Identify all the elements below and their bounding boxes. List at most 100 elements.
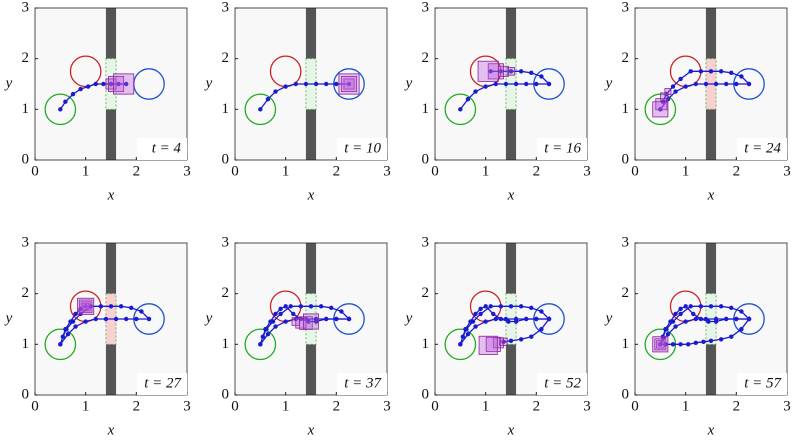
region [44, 93, 77, 126]
uncertainty-box [113, 73, 135, 95]
x-tick-label: 3 [583, 398, 591, 414]
trajectory-point [524, 81, 529, 87]
y-axis-label: y [404, 310, 413, 326]
trajectory-point [518, 304, 524, 309]
y-tick-label: 0 [422, 151, 430, 167]
y-tick-label: 2 [422, 50, 430, 66]
trajectory-point [673, 89, 678, 94]
trajectory-point [113, 316, 119, 322]
trajectory-point [673, 311, 678, 317]
uncertainty-box [492, 337, 504, 349]
y-axis-label: y [4, 310, 13, 326]
trajectory-point [518, 69, 524, 74]
x-axis-label: x [307, 422, 315, 438]
trajectory-point [658, 342, 663, 347]
y-tick-label: 1 [22, 336, 30, 352]
trajectory-point [116, 81, 121, 87]
frame [634, 7, 788, 161]
x-tick-label: 3 [183, 398, 191, 414]
x-tick-label: 3 [783, 398, 791, 414]
trajectory-point [103, 316, 109, 322]
x-tick-label: 0 [231, 398, 239, 414]
trajectory-point [288, 304, 293, 309]
trajectory-point [688, 304, 693, 309]
trajectory-point [473, 324, 478, 329]
trajectory-point [724, 316, 729, 322]
wall-top [505, 243, 517, 294]
trajectory-point [134, 316, 139, 322]
wall-top [505, 8, 517, 59]
uncertainty-box [656, 340, 665, 349]
trajectory-point [698, 304, 704, 309]
trajectory-point [313, 319, 319, 324]
trajectory-point [493, 316, 498, 322]
uncertainty-box [652, 336, 669, 353]
trajectory-point [698, 316, 704, 322]
trajectory-point [70, 91, 76, 97]
trajectory-point [529, 334, 534, 339]
x-tick-label: 2 [133, 163, 141, 179]
trajectory-line [659, 83, 749, 110]
trajectory-point [718, 337, 724, 342]
trajectory-point [729, 70, 734, 76]
trajectory-point [678, 342, 683, 347]
x-tick-label: 0 [631, 398, 639, 414]
annotation: t = 16 [544, 140, 581, 156]
trajectory-point [83, 319, 88, 324]
trajectory-point [463, 326, 468, 332]
trajectory-point [488, 304, 493, 309]
trajectory-point [334, 81, 339, 87]
trajectory-point [665, 332, 671, 337]
annotation: t = 10 [344, 140, 381, 156]
y-tick-label: 3 [422, 234, 430, 250]
trajectory-line [459, 83, 549, 110]
x-tick-label: 3 [183, 163, 191, 179]
trajectory-point [65, 332, 71, 337]
trajectory-point [124, 81, 129, 87]
trajectory-point [58, 342, 63, 347]
uncertainty-box [660, 92, 669, 101]
trajectory-point [546, 81, 552, 87]
x-axis-label: x [507, 187, 515, 203]
trajectory-point [539, 326, 544, 332]
trajectory-point [503, 81, 509, 87]
uncertainty-box [80, 301, 91, 312]
trajectory-point [683, 319, 688, 324]
trajectory-point [63, 99, 68, 104]
trajectory-point [698, 69, 704, 74]
panel: 0 1 2 3 0 1 2 3 x y t = 52 [404, 234, 591, 438]
trajectory-point [139, 309, 144, 314]
trajectory-point [518, 337, 524, 342]
panel: 0 1 2 3 0 1 2 3 x y t = 37 [204, 234, 391, 438]
trajectory-point [483, 304, 488, 309]
uncertainty-box [78, 299, 93, 314]
x-axis-label: x [507, 422, 515, 438]
annotation-box [737, 373, 787, 395]
trajectory-point [339, 309, 344, 314]
trajectory-point [273, 324, 278, 329]
trajectory-point [58, 107, 63, 112]
trajectory-point [688, 69, 693, 74]
trajectory-point [708, 338, 714, 343]
trajectory-point [346, 81, 352, 87]
trajectory-point [708, 69, 714, 74]
trajectory-line [59, 83, 127, 110]
trajectory-point [513, 81, 519, 87]
y-tick-label: 2 [22, 285, 30, 301]
region [244, 93, 277, 126]
trajectory-point [529, 70, 534, 76]
annotation: t = 27 [144, 375, 182, 391]
x-tick-label: 3 [583, 163, 591, 179]
trajectory-point [706, 319, 711, 324]
trajectory-point [313, 81, 319, 87]
trajectory-point [701, 339, 706, 344]
uncertainty-box [478, 335, 498, 355]
uncertainty-box [654, 338, 667, 351]
trajectory-point [670, 342, 676, 347]
trajectory-point [468, 319, 473, 324]
x-tick-label: 1 [82, 163, 90, 179]
trajectory-point [258, 342, 263, 347]
annotation-box [337, 373, 387, 395]
trajectory-point [718, 304, 724, 309]
